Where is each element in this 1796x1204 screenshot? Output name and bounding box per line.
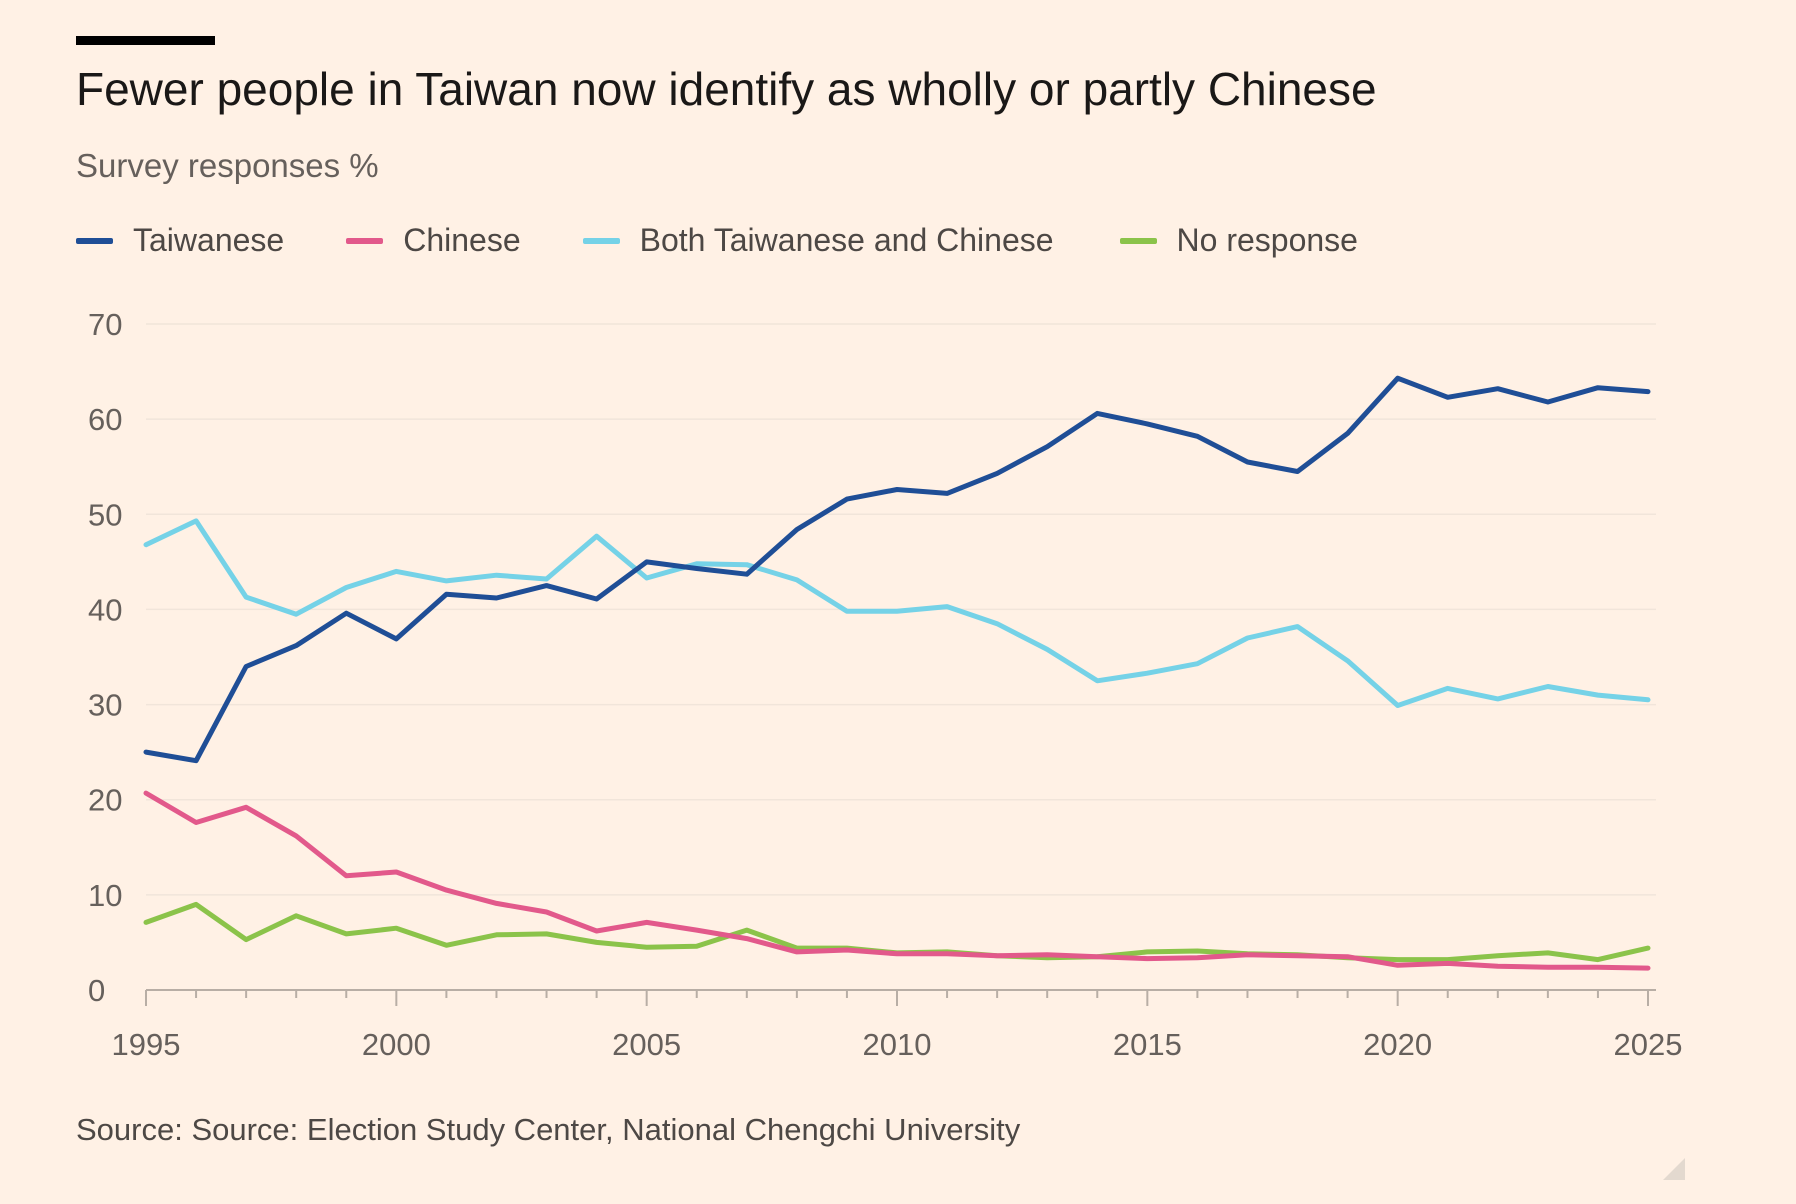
legend-item-taiwanese: Taiwanese: [76, 222, 284, 259]
legend-swatch-no-response: [1119, 237, 1157, 244]
x-tick-label: 2010: [863, 1027, 932, 1062]
source-note: Source: Source: Election Study Center, N…: [76, 1112, 1021, 1147]
chart-title: Fewer people in Taiwan now identify as w…: [76, 63, 1377, 115]
legend-label: No response: [1176, 222, 1358, 258]
legend-label: Taiwanese: [133, 222, 285, 258]
y-tick-label: 10: [88, 878, 122, 913]
y-tick-label: 20: [88, 783, 122, 818]
legend: Taiwanese Chinese Both Taiwanese and Chi…: [76, 222, 1358, 259]
series-line-taiwanese: [143, 375, 1651, 764]
resize-corner-icon: [1663, 1158, 1685, 1180]
x-tick-label: 2005: [612, 1027, 681, 1062]
y-tick-label: 50: [88, 497, 122, 532]
series-line-chinese: [143, 790, 1651, 971]
chart-subtitle: Survey responses %: [76, 147, 379, 184]
header-accent-bar: [76, 36, 215, 45]
x-tick-label: 2015: [1113, 1027, 1182, 1062]
legend-item-no-response: No response: [1119, 222, 1358, 259]
y-tick-label: 30: [88, 688, 122, 723]
series-line-both-taiwanese-and-chinese: [143, 518, 1651, 708]
legend-item-chinese: Chinese: [346, 222, 521, 259]
legend-swatch-both: [582, 237, 620, 244]
x-tick-label: 2025: [1614, 1027, 1683, 1062]
legend-swatch-taiwanese: [76, 237, 113, 244]
y-tick-label: 0: [88, 973, 105, 1008]
legend-label: Both Taiwanese and Chinese: [639, 222, 1054, 258]
series-lines: [143, 375, 1651, 971]
axes: 0 10 20 30 40 50 60 70 1995 2000 2005 2010 2015 2020 2…: [88, 307, 1682, 1062]
x-tick-label: 1995: [112, 1027, 181, 1062]
y-tick-label: 70: [88, 307, 122, 342]
legend-label: Chinese: [403, 222, 521, 258]
legend-item-both: Both Taiwanese and Chinese: [582, 222, 1054, 259]
x-tick-label: 2020: [1363, 1027, 1432, 1062]
x-tick-label: 2000: [362, 1027, 431, 1062]
legend-swatch-chinese: [346, 237, 384, 244]
y-tick-label: 60: [88, 402, 122, 437]
y-tick-label: 40: [88, 592, 122, 627]
